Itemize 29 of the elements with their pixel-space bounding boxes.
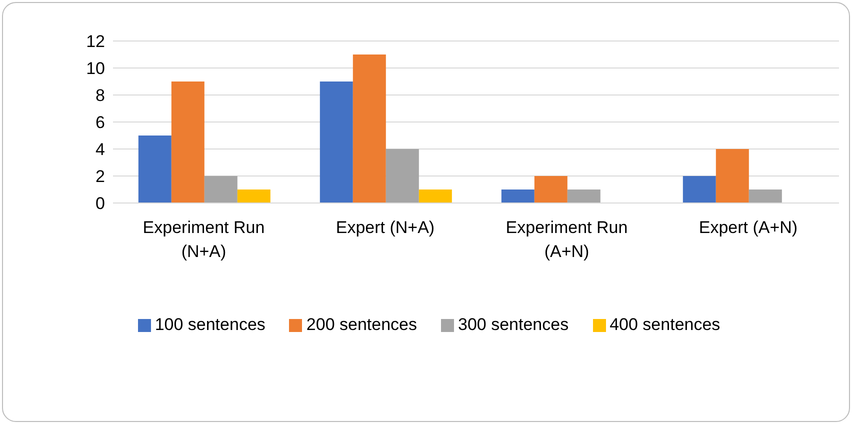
x-tick-label: Expert (N+A) [336,218,435,237]
x-tick-label: Experiment Run (A+N) [506,218,628,261]
x-tick-label: Experiment Run (N+A) [142,218,265,261]
bar [237,190,270,203]
legend-label: 200 sentences [306,315,417,334]
bar [204,176,238,203]
bar [716,149,749,203]
bar [501,190,534,203]
y-tick-label: 8 [96,86,105,106]
x-tick-label: Expert (A+N) [698,218,798,237]
bar [682,176,716,203]
y-tick-label: 4 [96,140,105,160]
legend-label: 400 sentences [610,315,720,334]
legend-label: 100 sentences [154,315,266,334]
bar [748,190,782,203]
bar [418,190,452,203]
bar [171,82,204,203]
y-tick-label: 10 [86,59,105,78]
bar [138,136,172,203]
bar [567,190,600,203]
y-tick-label: 6 [96,113,105,132]
bar [352,54,386,203]
legend-label: 300 sentences [458,315,569,334]
bar [386,149,419,203]
bar [534,176,568,203]
bar [320,82,353,203]
y-tick-label: 0 [96,194,105,214]
y-tick-label: 12 [86,32,105,52]
y-tick-label: 2 [96,167,105,186]
